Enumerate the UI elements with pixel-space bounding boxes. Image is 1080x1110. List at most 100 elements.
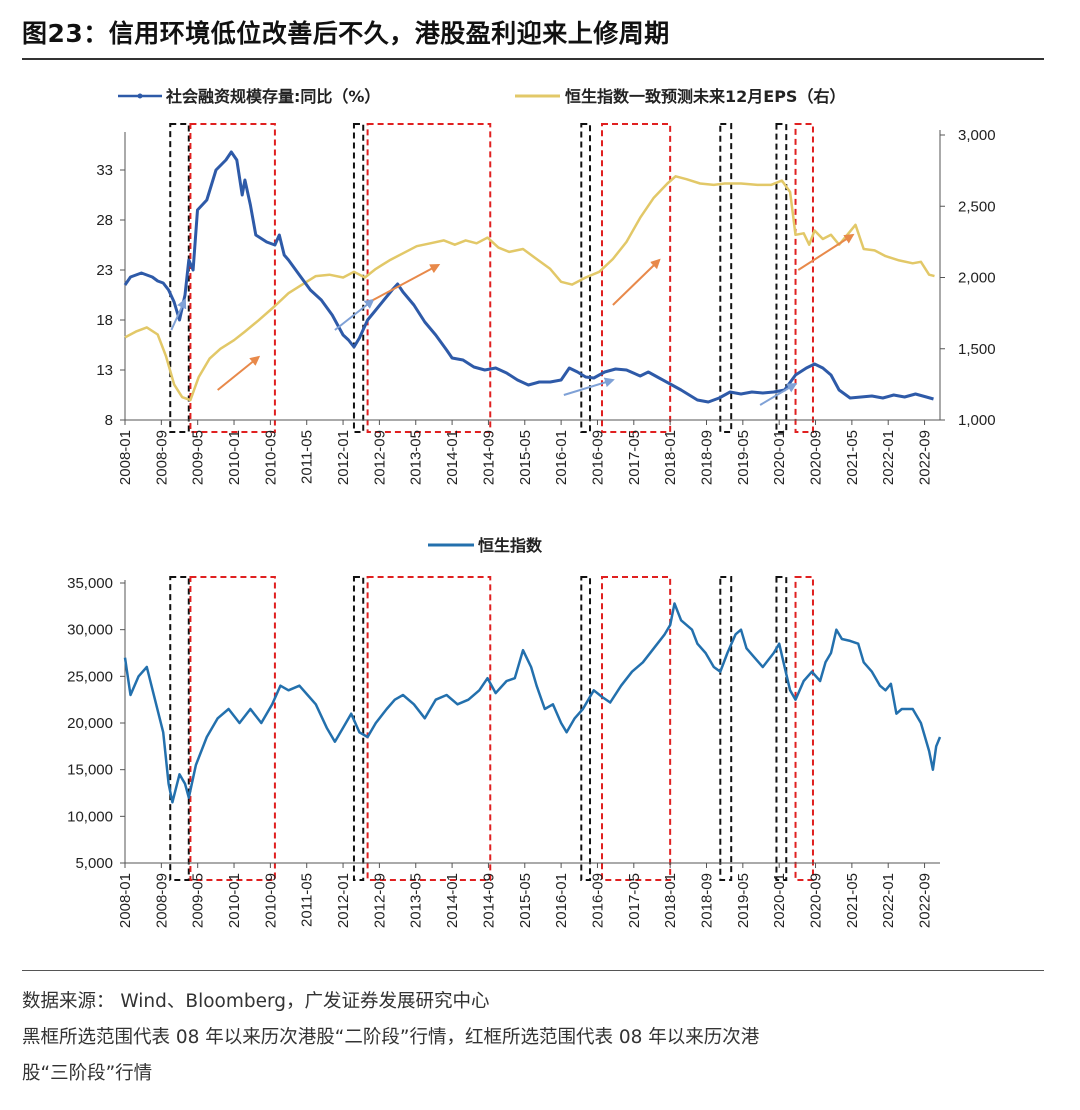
stage3-box-2 [601, 123, 672, 433]
stage3-box-3 [794, 123, 814, 433]
trend-arrow-orange-3 [372, 264, 441, 301]
top-x-tick-label: 2017-05 [626, 430, 643, 485]
bottom-x-tick-label: 2020-09 [808, 873, 825, 928]
top-x-tick-label: 2018-09 [698, 430, 715, 485]
bottom-x-tick-label: 2022-01 [880, 873, 897, 928]
left-y-tick-label: 28 [96, 212, 113, 229]
trend-arrow-orange-5 [612, 258, 661, 306]
bottom-x-tick-label: 2012-09 [371, 873, 388, 928]
top-x-tick-label: 2016-01 [553, 430, 570, 485]
top-x-tick-label: 2010-01 [226, 430, 243, 485]
bottom-x-tick-label: 2008-01 [117, 873, 134, 928]
left-y-tick-label: 23 [96, 262, 113, 279]
hsi-chart: 恒生指数 35,000 30,000 25,000 20,000 15,000 10,00… [67, 536, 942, 928]
trend-arrow-orange-1 [217, 355, 261, 391]
top-x-tick-label: 2020-09 [808, 430, 825, 485]
bottom-x-tick-label: 2014-09 [480, 873, 497, 928]
bottom-x-tick-label: 2020-01 [771, 873, 788, 928]
top-x-tick-label: 2010-09 [262, 430, 279, 485]
top-x-tick-label: 2014-01 [444, 430, 461, 485]
left-y-tick-label: 13 [96, 362, 113, 379]
stage2-box-1 [352, 123, 365, 433]
legend: 恒生指数 [428, 536, 543, 555]
stage2-box-1 [352, 576, 365, 881]
title-underline [22, 58, 1044, 60]
bottom-x-tick-label: 2011-05 [299, 873, 316, 927]
right-y-tick-label: 1,500 [958, 341, 996, 358]
bottom-x-tick-label: 2008-09 [153, 873, 170, 928]
stage3-box-0 [189, 123, 276, 433]
stage2-box-0 [169, 576, 190, 881]
stage2-box-3 [719, 123, 733, 433]
notes-divider [22, 970, 1044, 971]
stage3-box-1 [366, 123, 492, 433]
series-line-hsi [123, 602, 942, 804]
top-x-tick-label: 2020-01 [771, 430, 788, 485]
bottom-y-tick-label: 30,000 [67, 622, 113, 639]
left-y-tick-label: 18 [96, 312, 113, 329]
bottom-x-tick-label: 2013-05 [408, 873, 425, 928]
top-x-tick-label: 2008-09 [153, 430, 170, 485]
bottom-x-tick-label: 2017-05 [626, 873, 643, 928]
trend-arrow-blue-4 [563, 377, 615, 396]
axes: 35,000 30,000 25,000 20,000 15,000 10,000 5,00… [67, 575, 940, 928]
right-y-tick-label: 2,000 [958, 270, 996, 287]
legend-label-eps: 恒生指数一致预测未来12月EPS（右） [565, 87, 845, 106]
bottom-y-tick-label: 25,000 [67, 668, 113, 685]
bottom-y-tick-label: 5,000 [75, 855, 113, 872]
stage2-box-4 [775, 123, 788, 433]
bottom-y-tick-label: 35,000 [67, 575, 113, 592]
bottom-y-tick-label: 20,000 [67, 715, 113, 732]
top-x-tick-label: 2012-01 [335, 430, 352, 485]
top-x-tick-label: 2022-09 [917, 430, 934, 485]
bottom-x-tick-label: 2012-01 [335, 873, 352, 928]
legend-swatch-tsf-marker [137, 93, 143, 99]
source-note: 数据来源： Wind、Bloomberg，广发证券发展研究中心 [22, 991, 490, 1012]
top-x-tick-label: 2021-05 [844, 430, 861, 485]
legend: 社会融资规模存量:同比（%） 恒生指数一致预测未来12月EPS（右） [118, 87, 845, 106]
series [123, 602, 942, 804]
left-y-tick-label: 8 [105, 412, 113, 429]
highlight-boxes [169, 576, 814, 881]
trend-arrow-blue-6 [759, 382, 798, 406]
top-x-tick-label: 2009-05 [190, 430, 207, 485]
stage2-box-2 [580, 123, 592, 433]
series [123, 150, 935, 404]
credit-eps-chart: 社会融资规模存量:同比（%） 恒生指数一致预测未来12月EPS（右） 33 28 2… [96, 87, 995, 485]
stage3-box-0 [189, 576, 276, 881]
bottom-x-tick-label: 2009-05 [190, 873, 207, 928]
stage2-box-4 [775, 576, 788, 881]
top-x-tick-label: 2013-05 [408, 430, 425, 485]
right-y-tick-label: 3,000 [958, 127, 996, 144]
highlight-boxes [169, 123, 814, 433]
top-x-tick-label: 2019-05 [735, 430, 752, 485]
top-x-tick-label: 2015-05 [517, 430, 534, 485]
box-legend-note-2: 股“三阶段”行情 [22, 1063, 153, 1084]
bottom-x-tick-label: 2021-05 [844, 873, 861, 928]
box-legend-note-1: 黑框所选范围代表 08 年以来历次港股“二阶段”行情，红框所选范围代表 08 年… [22, 1027, 760, 1048]
left-y-tick-label: 33 [96, 162, 113, 179]
bottom-y-tick-label: 15,000 [67, 762, 113, 779]
right-y-tick-label: 2,500 [958, 198, 996, 215]
series-line-tsf [123, 150, 934, 404]
axes: 33 28 23 18 13 8 3,000 2,500 2,000 1,500 1,000 2008… [96, 127, 995, 485]
top-x-tick-label: 2016-09 [589, 430, 606, 485]
top-x-tick-label: 2011-05 [299, 430, 316, 484]
trend-arrow-orange-7 [797, 233, 855, 271]
bottom-x-tick-label: 2018-09 [698, 873, 715, 928]
bottom-x-tick-label: 2016-01 [553, 873, 570, 928]
top-x-tick-label: 2018-01 [662, 430, 679, 485]
bottom-x-tick-label: 2018-01 [662, 873, 679, 928]
stage3-box-2 [601, 576, 672, 881]
figure-title: 图23：信用环境低位改善后不久，港股盈利迎来上修周期 [22, 19, 670, 48]
trend-arrow-blue-0 [170, 298, 187, 331]
bottom-x-tick-label: 2022-09 [917, 873, 934, 928]
legend-label-tsf: 社会融资规模存量:同比（%） [165, 87, 380, 106]
bottom-x-tick-label: 2014-01 [444, 873, 461, 928]
bottom-y-tick-label: 10,000 [67, 808, 113, 825]
legend-label-hsi: 恒生指数 [478, 536, 543, 555]
stage3-box-3 [794, 576, 814, 881]
trend-arrow-blue-2 [334, 298, 375, 331]
bottom-x-tick-label: 2010-09 [262, 873, 279, 928]
series-line-eps [124, 175, 935, 402]
